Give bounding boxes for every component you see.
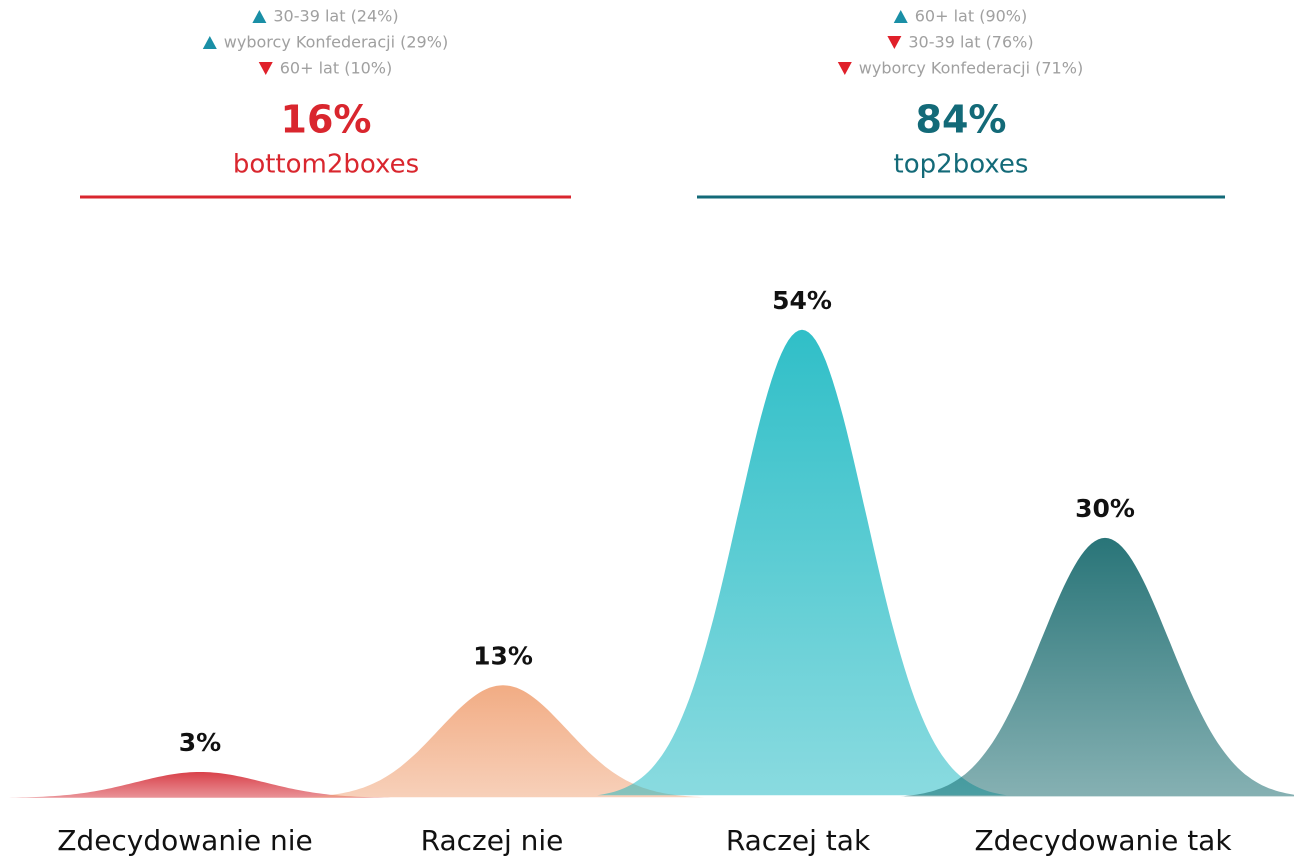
note-text: 30-39 lat (24%): [273, 7, 398, 26]
category-label: Raczej nie: [421, 824, 564, 857]
note-text: 60+ lat (90%): [915, 7, 1028, 26]
note-text: 60+ lat (10%): [280, 59, 393, 78]
arrow-up-icon: [893, 10, 908, 23]
summary-label: top2boxes: [894, 150, 1029, 180]
value-label: 54%: [772, 286, 832, 315]
category-label: Raczej tak: [726, 824, 871, 857]
arrow-up-icon: [252, 10, 267, 23]
category-label: Zdecydowanie tak: [974, 824, 1232, 857]
value-label: 30%: [1075, 494, 1135, 523]
arrow-down-icon: [837, 62, 852, 75]
bell-curve: [597, 329, 1007, 796]
note-text: wyborcy Konfederacji (29%): [224, 33, 448, 52]
category-label: Zdecydowanie nie: [57, 824, 313, 857]
arrow-down-icon: [258, 62, 273, 75]
bell-curve: [0, 772, 405, 798]
value-label: 13%: [473, 641, 533, 670]
summary-value: 84%: [916, 98, 1007, 142]
note-text: wyborcy Konfederacji (71%): [859, 59, 1083, 78]
summary-value: 16%: [281, 98, 372, 142]
summary-label: bottom2boxes: [233, 150, 419, 180]
bell-curve: [298, 685, 708, 798]
arrow-down-icon: [887, 36, 902, 49]
value-label: 3%: [179, 728, 221, 757]
bell-curve: [900, 537, 1294, 797]
arrow-up-icon: [202, 36, 217, 49]
note-text: 30-39 lat (76%): [908, 33, 1033, 52]
